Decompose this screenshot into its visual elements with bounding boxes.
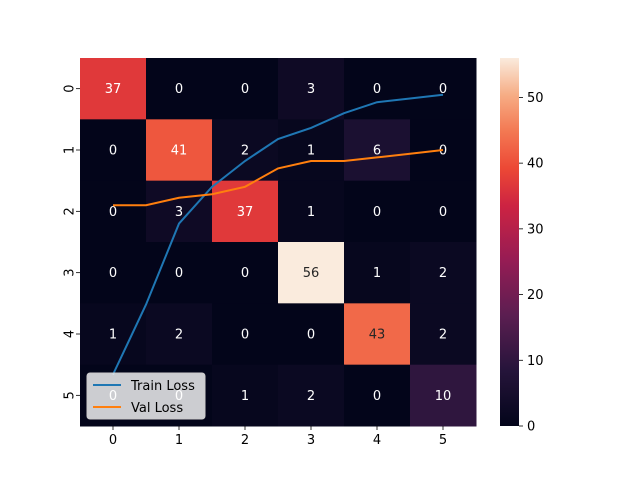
cell-value-label: 3 (307, 82, 315, 97)
legend-label: Train Loss (130, 379, 195, 394)
heatmap-cell (410, 303, 477, 366)
heatmap-cell (146, 303, 213, 366)
cell-value-label: 43 (369, 328, 386, 343)
cell-value-label: 1 (307, 144, 315, 159)
cell-value-label: 0 (175, 266, 183, 281)
heatmap-cell (212, 303, 279, 366)
x-tick-label: 0 (109, 433, 117, 448)
loss-lines (112, 93, 444, 375)
heatmap-cell (80, 180, 147, 243)
cell-value-label: 2 (307, 389, 315, 404)
heatmap-cell (344, 242, 411, 304)
cell-value-label: 0 (439, 205, 447, 220)
y-tick-label: 2 (63, 207, 78, 215)
cell-value-label: 0 (109, 266, 117, 281)
cell-value-label: 2 (241, 144, 249, 159)
cell-value-label: 56 (303, 266, 320, 281)
heatmap-cell (146, 242, 213, 304)
heatmap-cell (212, 242, 279, 304)
colorbar-tick-label: 0 (527, 420, 535, 435)
heatmap-cell (410, 180, 477, 243)
y-tick-label: 5 (63, 391, 78, 399)
train-loss-line (112, 93, 444, 375)
heatmap-cell (146, 180, 213, 243)
legend: Train Loss Val Loss (86, 372, 206, 420)
cell-value-label: 0 (373, 205, 381, 220)
val-loss-line (113, 149, 444, 207)
heatmap-cell (212, 364, 279, 427)
y-tick-label: 0 (63, 85, 78, 93)
colorbar-tick-label: 50 (527, 91, 544, 106)
y-tick-label: 3 (63, 269, 78, 277)
heatmap-cell (80, 303, 147, 366)
heatmap-cell (278, 119, 345, 182)
cell-value-label: 41 (171, 144, 188, 159)
cell-value-label: 6 (373, 144, 381, 159)
cell-value-label: 0 (439, 82, 447, 97)
cell-value-label: 1 (241, 389, 249, 404)
legend-label: Val Loss (131, 401, 183, 416)
x-tick-label: 5 (439, 433, 447, 448)
heatmap-cell (80, 119, 147, 182)
cell-value-label: 1 (109, 328, 117, 343)
x-tick-label: 3 (307, 433, 315, 448)
colorbar-tick-label: 20 (527, 288, 544, 303)
cell-value-label: 1 (373, 266, 381, 281)
heatmap-cell (146, 58, 213, 120)
x-axis: 0 1 2 3 4 5 (109, 426, 447, 448)
cell-value-label: 0 (109, 144, 117, 159)
cell-value-label: 0 (241, 266, 249, 281)
heatmap-cell (278, 303, 345, 366)
heatmap-cell (278, 364, 345, 427)
heatmap-cell (344, 119, 411, 182)
heatmap-cell (410, 364, 477, 427)
y-axis: 0 1 2 3 4 5 (63, 85, 80, 399)
x-tick-label: 1 (175, 433, 183, 448)
heatmap-cell (344, 364, 411, 427)
y-tick-label: 4 (63, 330, 78, 338)
cell-value-label: 37 (237, 205, 254, 220)
heatmap-cell (344, 303, 411, 366)
colorbar: 0 10 20 30 40 50 (500, 58, 544, 435)
heatmap-cell (278, 242, 345, 304)
cell-value-label: 0 (109, 205, 117, 220)
heatmap-cell (410, 119, 477, 182)
cell-value-label: 2 (439, 328, 447, 343)
cell-value-label: 0 (373, 82, 381, 97)
cell-value-label: 10 (435, 389, 452, 404)
heatmap-cell (410, 58, 477, 120)
heatmap-cell (212, 119, 279, 182)
heatmap-cell (80, 58, 147, 120)
colorbar-tick-label: 10 (527, 354, 544, 369)
cell-value-label: 0 (307, 328, 315, 343)
heatmap-cell (80, 242, 147, 304)
cell-value-label: 3 (175, 205, 183, 220)
heatmap-cell (146, 119, 213, 182)
cell-value-label: 0 (373, 389, 381, 404)
cell-value-label: 37 (105, 82, 122, 97)
colorbar-tick-label: 30 (527, 222, 544, 237)
x-tick-label: 4 (373, 433, 381, 448)
cell-value-label: 1 (307, 205, 315, 220)
heatmap-cells: 3700300041216003371000005612120043200120… (80, 58, 477, 427)
heatmap-cell (278, 58, 345, 120)
cell-value-label: 0 (175, 82, 183, 97)
heatmap-cell (344, 180, 411, 243)
colorbar-gradient (500, 58, 519, 426)
cell-value-label: 2 (439, 266, 447, 281)
heatmap-cell (212, 58, 279, 120)
cell-value-label: 0 (241, 328, 249, 343)
heatmap-cell (278, 180, 345, 243)
y-tick-label: 1 (63, 146, 78, 154)
x-tick-label: 2 (241, 433, 249, 448)
cell-value-label: 2 (175, 328, 183, 343)
cell-value-label: 0 (241, 82, 249, 97)
colorbar-tick-label: 40 (527, 157, 544, 172)
heatmap-cell (410, 242, 477, 304)
